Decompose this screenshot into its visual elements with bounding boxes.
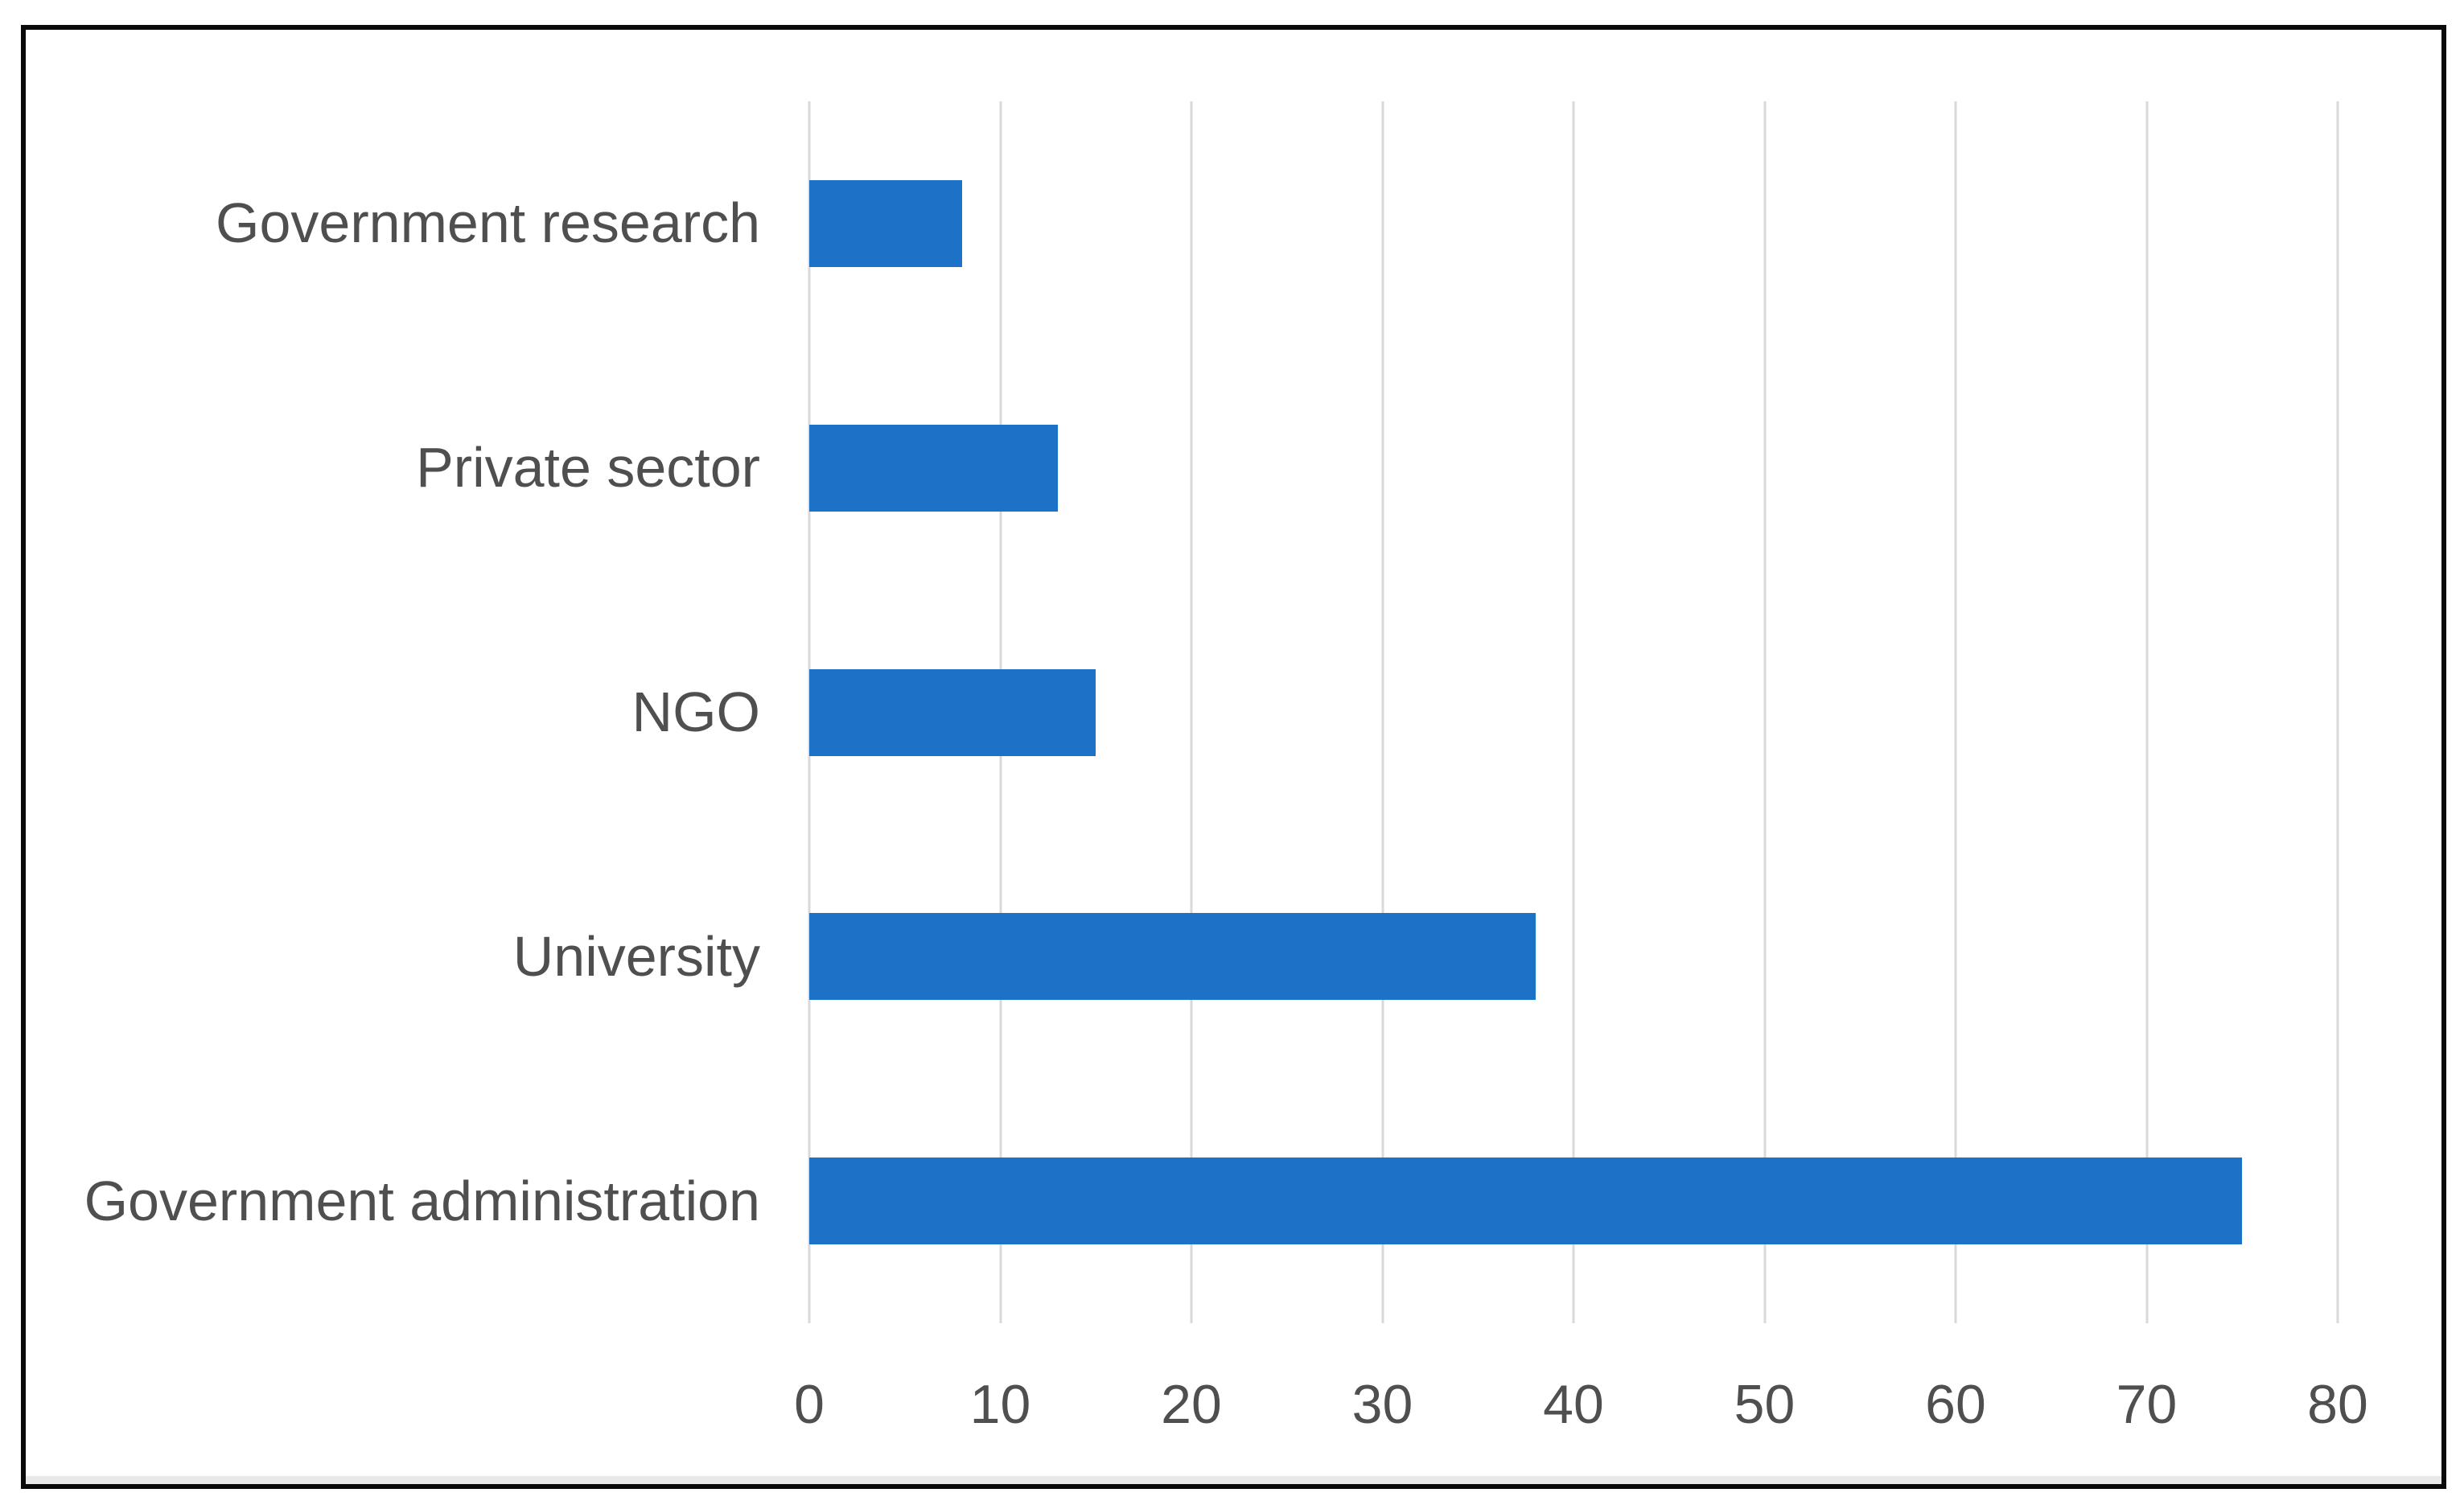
gridline-x-20: [1190, 101, 1193, 1323]
gridline-x-60: [1954, 101, 1957, 1323]
category-label-private-sector: Private sector: [416, 436, 760, 500]
x-tick-label-10: 10: [969, 1374, 1031, 1435]
gridline-x-80: [2336, 101, 2339, 1323]
chart-frame: Government research Private sector NGO Univ…: [21, 25, 2446, 1489]
category-label-government-research: Government research: [216, 191, 760, 255]
x-tick-label-40: 40: [1543, 1374, 1604, 1435]
x-tick-label-50: 50: [1734, 1374, 1796, 1435]
gridline-x-30: [1381, 101, 1384, 1323]
category-label-government-administration: Government administration: [84, 1169, 760, 1232]
gridline-x-50: [1763, 101, 1766, 1323]
bar-ngo: [809, 668, 1096, 756]
x-tick-label-30: 30: [1351, 1374, 1413, 1435]
category-label-ngo: NGO: [631, 680, 760, 743]
category-label-university: University: [512, 924, 760, 988]
bar-university: [809, 913, 1536, 1001]
gridline-x-40: [1572, 101, 1575, 1323]
gridline-x-70: [2145, 101, 2148, 1323]
bar-private-sector: [809, 424, 1058, 512]
bar-government-research: [809, 179, 962, 267]
x-tick-label-60: 60: [1925, 1374, 1986, 1435]
bar-government-administration: [809, 1158, 2243, 1245]
x-tick-label-20: 20: [1161, 1374, 1222, 1435]
x-tick-label-70: 70: [2116, 1374, 2178, 1435]
x-tick-label-80: 80: [2307, 1374, 2368, 1435]
image-bottom-edge-strip: [26, 1476, 2441, 1484]
x-tick-label-0: 0: [794, 1374, 825, 1435]
